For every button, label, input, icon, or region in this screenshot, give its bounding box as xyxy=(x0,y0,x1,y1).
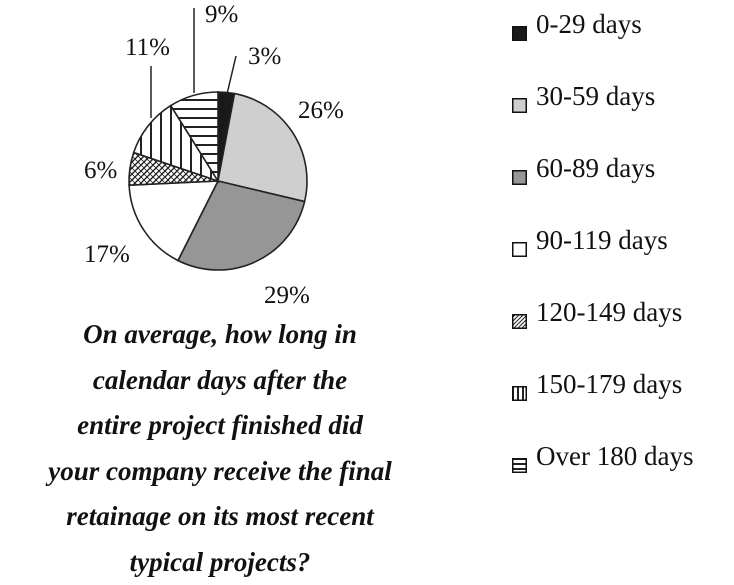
legend-swatch-icon xyxy=(512,161,527,176)
legend-item: 120-149 days xyxy=(512,297,693,369)
slice-label: 26% xyxy=(298,97,344,124)
legend-swatch-icon xyxy=(512,305,527,320)
slice-label: 3% xyxy=(248,43,281,70)
legend-label: 90-119 days xyxy=(536,225,668,256)
legend-item: Over 180 days xyxy=(512,441,693,513)
slice-label: 6% xyxy=(84,157,117,184)
legend-label: 30-59 days xyxy=(536,81,655,112)
question-line: retainage on its most recent xyxy=(0,494,440,540)
legend: 0-29 days 30-59 days xyxy=(512,9,693,513)
legend-item: 30-59 days xyxy=(512,81,693,153)
question-line: On average, how long in xyxy=(0,312,440,358)
leader-line xyxy=(227,56,236,94)
legend-item: 60-89 days xyxy=(512,153,693,225)
pie-slices xyxy=(129,92,307,270)
legend-label: 0-29 days xyxy=(536,9,642,40)
slice-label: 29% xyxy=(264,282,310,309)
legend-swatch-icon xyxy=(512,377,527,392)
legend-label: 60-89 days xyxy=(536,153,655,184)
legend-item: 0-29 days xyxy=(512,9,693,81)
chart-question-title: On average, how long in calendar days af… xyxy=(0,312,440,585)
legend-label: Over 180 days xyxy=(536,441,693,472)
legend-label: 120-149 days xyxy=(536,297,682,328)
question-line: typical projects? xyxy=(0,540,440,585)
slice-label: 17% xyxy=(84,241,130,268)
legend-item: 150-179 days xyxy=(512,369,693,441)
legend-swatch-icon xyxy=(512,89,527,104)
slice-label: 11% xyxy=(125,34,170,61)
legend-item: 90-119 days xyxy=(512,225,693,297)
slice-label: 9% xyxy=(205,1,238,28)
legend-swatch-icon xyxy=(512,233,527,248)
question-line: calendar days after the xyxy=(0,358,440,404)
question-line: your company receive the final xyxy=(0,449,440,495)
legend-label: 150-179 days xyxy=(536,369,682,400)
legend-swatch-icon xyxy=(512,17,527,32)
question-line: entire project finished did xyxy=(0,403,440,449)
legend-swatch-icon xyxy=(512,449,527,464)
